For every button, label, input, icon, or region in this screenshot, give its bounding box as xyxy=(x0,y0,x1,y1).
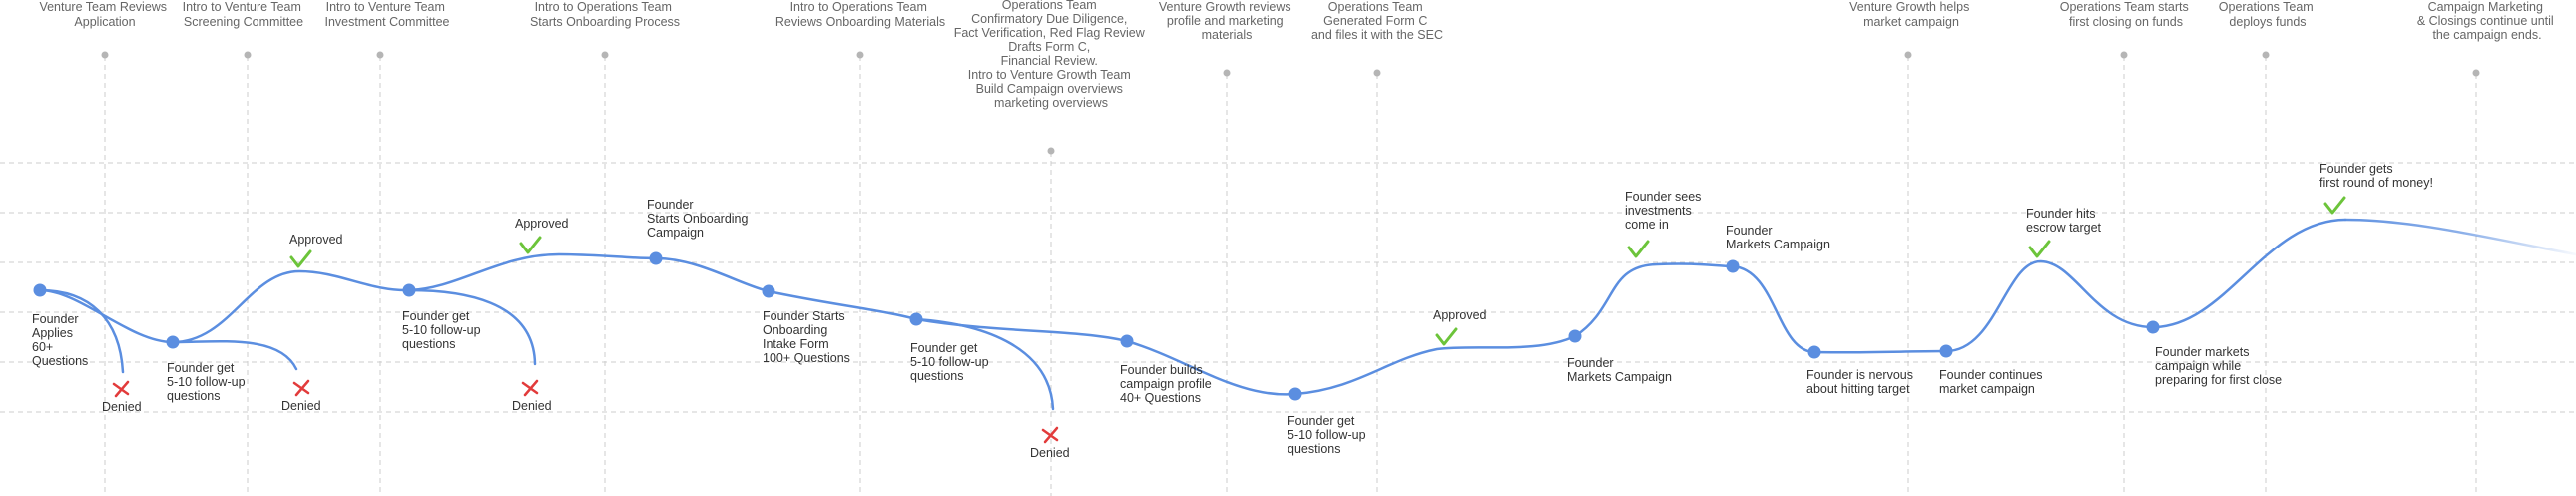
journey-node xyxy=(166,335,180,349)
team-step-dots xyxy=(101,51,2480,155)
journey-node xyxy=(33,283,47,297)
founder-step-label: Founder Markets Campaign xyxy=(1567,356,1672,384)
founder-step-label: Founder hits escrow target xyxy=(2026,207,2102,235)
journey-node xyxy=(1726,259,1740,273)
team-step-dot xyxy=(2472,69,2480,77)
team-step-label: Operations Team Confirmatory Due Diligen… xyxy=(954,0,1149,110)
cross-icon xyxy=(1041,426,1059,444)
journey-node xyxy=(1120,334,1134,348)
approval-labels: Approved Approved Approved xyxy=(289,217,1487,322)
team-step-dot xyxy=(1223,69,1231,77)
denial-branch xyxy=(38,288,125,374)
journey-nodes xyxy=(33,251,2160,401)
journey-node xyxy=(649,251,663,265)
journey-node xyxy=(909,312,923,326)
approved-label: Approved xyxy=(515,217,569,231)
denied-label: Denied xyxy=(1030,446,1070,460)
journey-node xyxy=(762,284,775,298)
founder-step-label: Founder get 5-10 follow-up questions xyxy=(167,361,249,403)
journey-fade-path xyxy=(2343,218,2576,256)
check-icon xyxy=(2028,240,2051,258)
team-step-label: Intro to Venture Team Investment Committ… xyxy=(324,0,449,29)
team-step-dot xyxy=(101,51,109,59)
founder-step-label: Founder is nervous about hitting target xyxy=(1806,368,1917,396)
check-icon xyxy=(289,249,312,268)
approved-label: Approved xyxy=(1433,308,1487,322)
team-step-dot xyxy=(856,51,864,59)
founder-step-label: Founder builds campaign profile 40+ Ques… xyxy=(1120,363,1215,405)
team-step-label: Operations Team starts first closing on … xyxy=(2060,0,2192,29)
cross-icon xyxy=(521,379,539,397)
team-step-label: Venture Growth reviews profile and marke… xyxy=(1159,0,1294,42)
denial-crosses xyxy=(112,379,1059,444)
check-icon xyxy=(1435,327,1458,346)
founder-step-label: Founder sees investments come in xyxy=(1625,190,1705,232)
founder-step-label: Founder gets first round of money! xyxy=(2319,162,2433,190)
denial-branch xyxy=(407,288,537,366)
journey-node xyxy=(1568,329,1582,343)
denied-label: Denied xyxy=(281,399,321,413)
team-step-label: Venture Team Reviews Application xyxy=(39,0,170,29)
founder-step-label: Founder get 5-10 follow-up questions xyxy=(1288,414,1369,456)
team-step-label: Campaign Marketing & Closings continue u… xyxy=(2417,0,2557,42)
team-step-dot xyxy=(1047,147,1055,155)
founder-step-labels: Founder Applies 60+ Questions Founder ge… xyxy=(32,162,2433,456)
founder-step-label: Founder Starts Onboarding Campaign xyxy=(647,198,752,240)
founder-step-label: Founder Markets Campaign xyxy=(1726,224,1830,251)
horizontal-guides xyxy=(0,162,2576,413)
denial-branch xyxy=(171,339,298,371)
vertical-guides xyxy=(104,56,2477,496)
team-step-dot xyxy=(2262,51,2270,59)
team-step-label: Intro to Operations Team Reviews Onboard… xyxy=(775,0,945,29)
journey-node xyxy=(1288,387,1302,401)
team-step-dot xyxy=(1373,69,1381,77)
cross-icon xyxy=(292,379,310,397)
team-step-label: Intro to Operations Team Starts Onboardi… xyxy=(530,0,680,29)
denied-label: Denied xyxy=(102,400,142,414)
team-step-dot xyxy=(376,51,384,59)
founder-step-label: Founder get 5-10 follow-up questions xyxy=(402,309,484,351)
team-step-label: Intro to Venture Team Screening Committe… xyxy=(183,0,305,29)
journey-node xyxy=(2146,320,2160,334)
check-icon xyxy=(1627,240,1650,258)
cross-icon xyxy=(112,380,130,398)
journey-node xyxy=(402,283,416,297)
team-step-dot xyxy=(601,51,609,59)
team-step-label: Venture Growth helps market campaign xyxy=(1849,0,1973,29)
team-step-label: Operations Team Generated Form C and fil… xyxy=(1311,0,1443,42)
team-step-labels: Venture Team Reviews Application Intro t… xyxy=(39,0,2557,110)
approved-label: Approved xyxy=(289,233,343,247)
founder-step-label: Founder Starts Onboarding Intake Form 10… xyxy=(763,309,850,365)
denial-branch xyxy=(914,317,1055,411)
founder-step-label: Founder get 5-10 follow-up questions xyxy=(910,341,992,383)
team-step-dot xyxy=(244,51,252,59)
denied-labels: Denied Denied Denied Denied xyxy=(102,399,1070,460)
journey-node xyxy=(1939,344,1953,358)
approval-checks xyxy=(289,196,2346,346)
check-icon xyxy=(519,236,542,254)
founder-step-label: Founder markets campaign while preparing… xyxy=(2155,345,2282,387)
journey-node xyxy=(1807,345,1821,359)
check-icon xyxy=(2323,196,2346,215)
team-step-dot xyxy=(1904,51,1912,59)
team-step-label: Operations Team deploys funds xyxy=(2219,0,2317,29)
founder-step-label: Founder Applies 60+ Questions xyxy=(32,312,88,368)
denied-label: Denied xyxy=(512,399,552,413)
team-step-dot xyxy=(2120,51,2128,59)
founder-step-label: Founder continues market campaign xyxy=(1939,368,2046,396)
